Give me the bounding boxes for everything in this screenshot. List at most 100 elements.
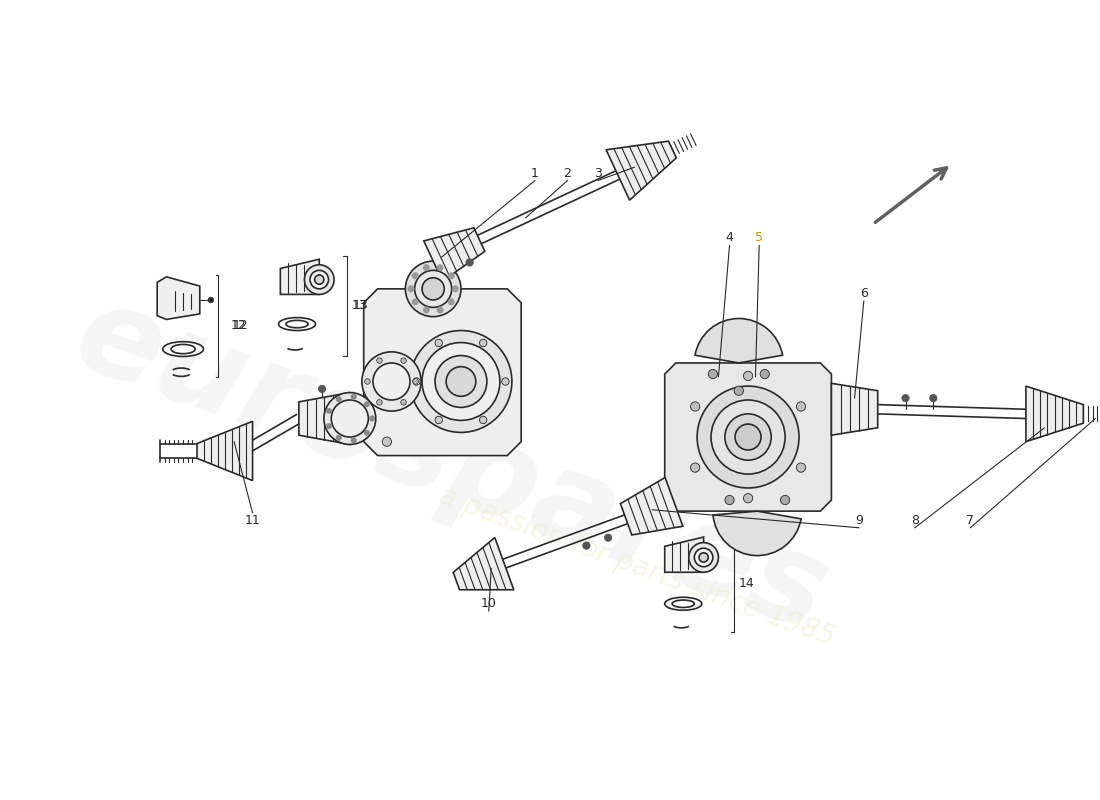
- Circle shape: [408, 286, 415, 292]
- Circle shape: [331, 400, 368, 437]
- Circle shape: [400, 399, 406, 405]
- Circle shape: [422, 278, 444, 300]
- Circle shape: [583, 542, 590, 550]
- Ellipse shape: [278, 318, 316, 330]
- Circle shape: [437, 306, 443, 314]
- Text: 12: 12: [233, 319, 249, 333]
- Circle shape: [448, 298, 454, 305]
- Circle shape: [364, 378, 371, 384]
- Circle shape: [208, 297, 213, 302]
- Circle shape: [725, 414, 771, 460]
- Circle shape: [373, 363, 410, 400]
- Circle shape: [424, 306, 429, 314]
- Circle shape: [735, 424, 761, 450]
- Circle shape: [744, 371, 752, 381]
- Circle shape: [336, 397, 341, 402]
- Circle shape: [434, 355, 487, 407]
- Polygon shape: [664, 363, 832, 511]
- Ellipse shape: [163, 342, 204, 357]
- Circle shape: [689, 542, 718, 572]
- Circle shape: [796, 463, 805, 472]
- Text: 10: 10: [481, 598, 497, 610]
- Circle shape: [502, 378, 509, 385]
- Circle shape: [796, 402, 805, 411]
- Circle shape: [734, 386, 744, 395]
- Circle shape: [930, 394, 937, 402]
- Text: 12: 12: [231, 319, 246, 333]
- Circle shape: [376, 399, 382, 405]
- Circle shape: [725, 495, 734, 505]
- Polygon shape: [280, 259, 319, 294]
- Text: a passion for parts since 1985: a passion for parts since 1985: [434, 482, 839, 652]
- Circle shape: [364, 430, 370, 435]
- Circle shape: [697, 386, 799, 488]
- Text: 5: 5: [756, 231, 763, 245]
- Circle shape: [406, 261, 461, 317]
- Text: 9: 9: [856, 514, 864, 527]
- Ellipse shape: [664, 598, 702, 610]
- Circle shape: [305, 265, 334, 294]
- Polygon shape: [664, 537, 704, 572]
- Text: eurospares: eurospares: [59, 273, 844, 657]
- Circle shape: [448, 273, 454, 279]
- Ellipse shape: [172, 345, 195, 354]
- Circle shape: [902, 394, 910, 402]
- Circle shape: [336, 435, 341, 441]
- Polygon shape: [606, 141, 676, 200]
- Circle shape: [364, 402, 370, 407]
- Circle shape: [694, 548, 713, 566]
- Text: 3: 3: [594, 166, 602, 179]
- Text: 8: 8: [911, 514, 918, 527]
- Circle shape: [351, 438, 356, 443]
- Circle shape: [382, 437, 392, 446]
- Polygon shape: [299, 393, 350, 445]
- Polygon shape: [620, 478, 683, 535]
- Polygon shape: [453, 538, 514, 590]
- Circle shape: [744, 494, 752, 503]
- Circle shape: [480, 339, 487, 346]
- Circle shape: [711, 400, 785, 474]
- Circle shape: [424, 265, 429, 271]
- Circle shape: [691, 402, 700, 411]
- Text: 13: 13: [353, 299, 369, 312]
- Text: 13: 13: [351, 299, 367, 312]
- Wedge shape: [713, 511, 801, 555]
- Circle shape: [422, 342, 499, 420]
- Circle shape: [760, 370, 769, 378]
- Circle shape: [327, 423, 332, 429]
- Circle shape: [437, 265, 443, 271]
- Polygon shape: [197, 422, 253, 481]
- Polygon shape: [832, 383, 878, 435]
- Circle shape: [691, 463, 700, 472]
- Circle shape: [452, 286, 459, 292]
- Circle shape: [434, 339, 442, 346]
- Circle shape: [781, 495, 790, 505]
- Circle shape: [400, 358, 406, 363]
- Circle shape: [412, 378, 418, 384]
- Polygon shape: [424, 228, 485, 282]
- Circle shape: [412, 378, 420, 385]
- Circle shape: [698, 553, 708, 562]
- Circle shape: [412, 298, 418, 305]
- Polygon shape: [157, 277, 200, 319]
- Text: 14: 14: [738, 577, 755, 590]
- Circle shape: [318, 385, 326, 393]
- Circle shape: [376, 358, 382, 363]
- Circle shape: [310, 270, 329, 289]
- Circle shape: [415, 270, 452, 307]
- Circle shape: [362, 352, 421, 411]
- Circle shape: [410, 330, 512, 433]
- Text: 11: 11: [244, 514, 261, 527]
- Polygon shape: [1026, 386, 1084, 442]
- Text: 6: 6: [860, 287, 868, 300]
- Circle shape: [708, 370, 717, 378]
- Circle shape: [434, 416, 442, 424]
- Circle shape: [315, 275, 323, 284]
- Circle shape: [466, 258, 473, 266]
- Wedge shape: [695, 318, 782, 363]
- Polygon shape: [364, 289, 521, 455]
- Circle shape: [323, 393, 376, 445]
- Text: 2: 2: [563, 166, 571, 179]
- Circle shape: [604, 534, 612, 542]
- Text: 7: 7: [966, 514, 975, 527]
